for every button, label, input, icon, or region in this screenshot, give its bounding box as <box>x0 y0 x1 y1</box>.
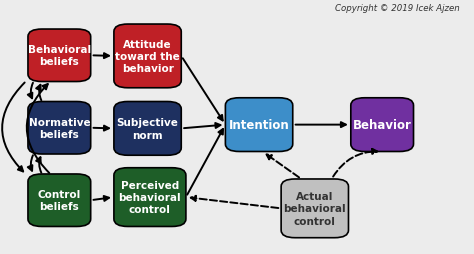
Text: Behavior: Behavior <box>353 119 411 132</box>
Text: Intention: Intention <box>228 119 290 132</box>
Text: Behavioral
beliefs: Behavioral beliefs <box>28 45 91 67</box>
FancyBboxPatch shape <box>281 179 348 238</box>
FancyBboxPatch shape <box>114 102 181 156</box>
FancyBboxPatch shape <box>28 30 91 82</box>
FancyBboxPatch shape <box>226 98 293 152</box>
Text: Perceived
behavioral
control: Perceived behavioral control <box>118 180 181 215</box>
FancyBboxPatch shape <box>351 98 413 152</box>
Text: Control
beliefs: Control beliefs <box>38 189 81 212</box>
Text: Actual
behavioral
control: Actual behavioral control <box>283 191 346 226</box>
FancyBboxPatch shape <box>28 102 91 154</box>
FancyBboxPatch shape <box>114 25 181 88</box>
Text: Subjective
norm: Subjective norm <box>117 118 179 140</box>
FancyBboxPatch shape <box>114 168 186 227</box>
Text: Normative
beliefs: Normative beliefs <box>28 117 90 139</box>
Text: Attitude
toward the
behavior: Attitude toward the behavior <box>115 39 180 74</box>
FancyBboxPatch shape <box>28 174 91 227</box>
Text: Copyright © 2019 Icek Ajzen: Copyright © 2019 Icek Ajzen <box>335 4 460 13</box>
